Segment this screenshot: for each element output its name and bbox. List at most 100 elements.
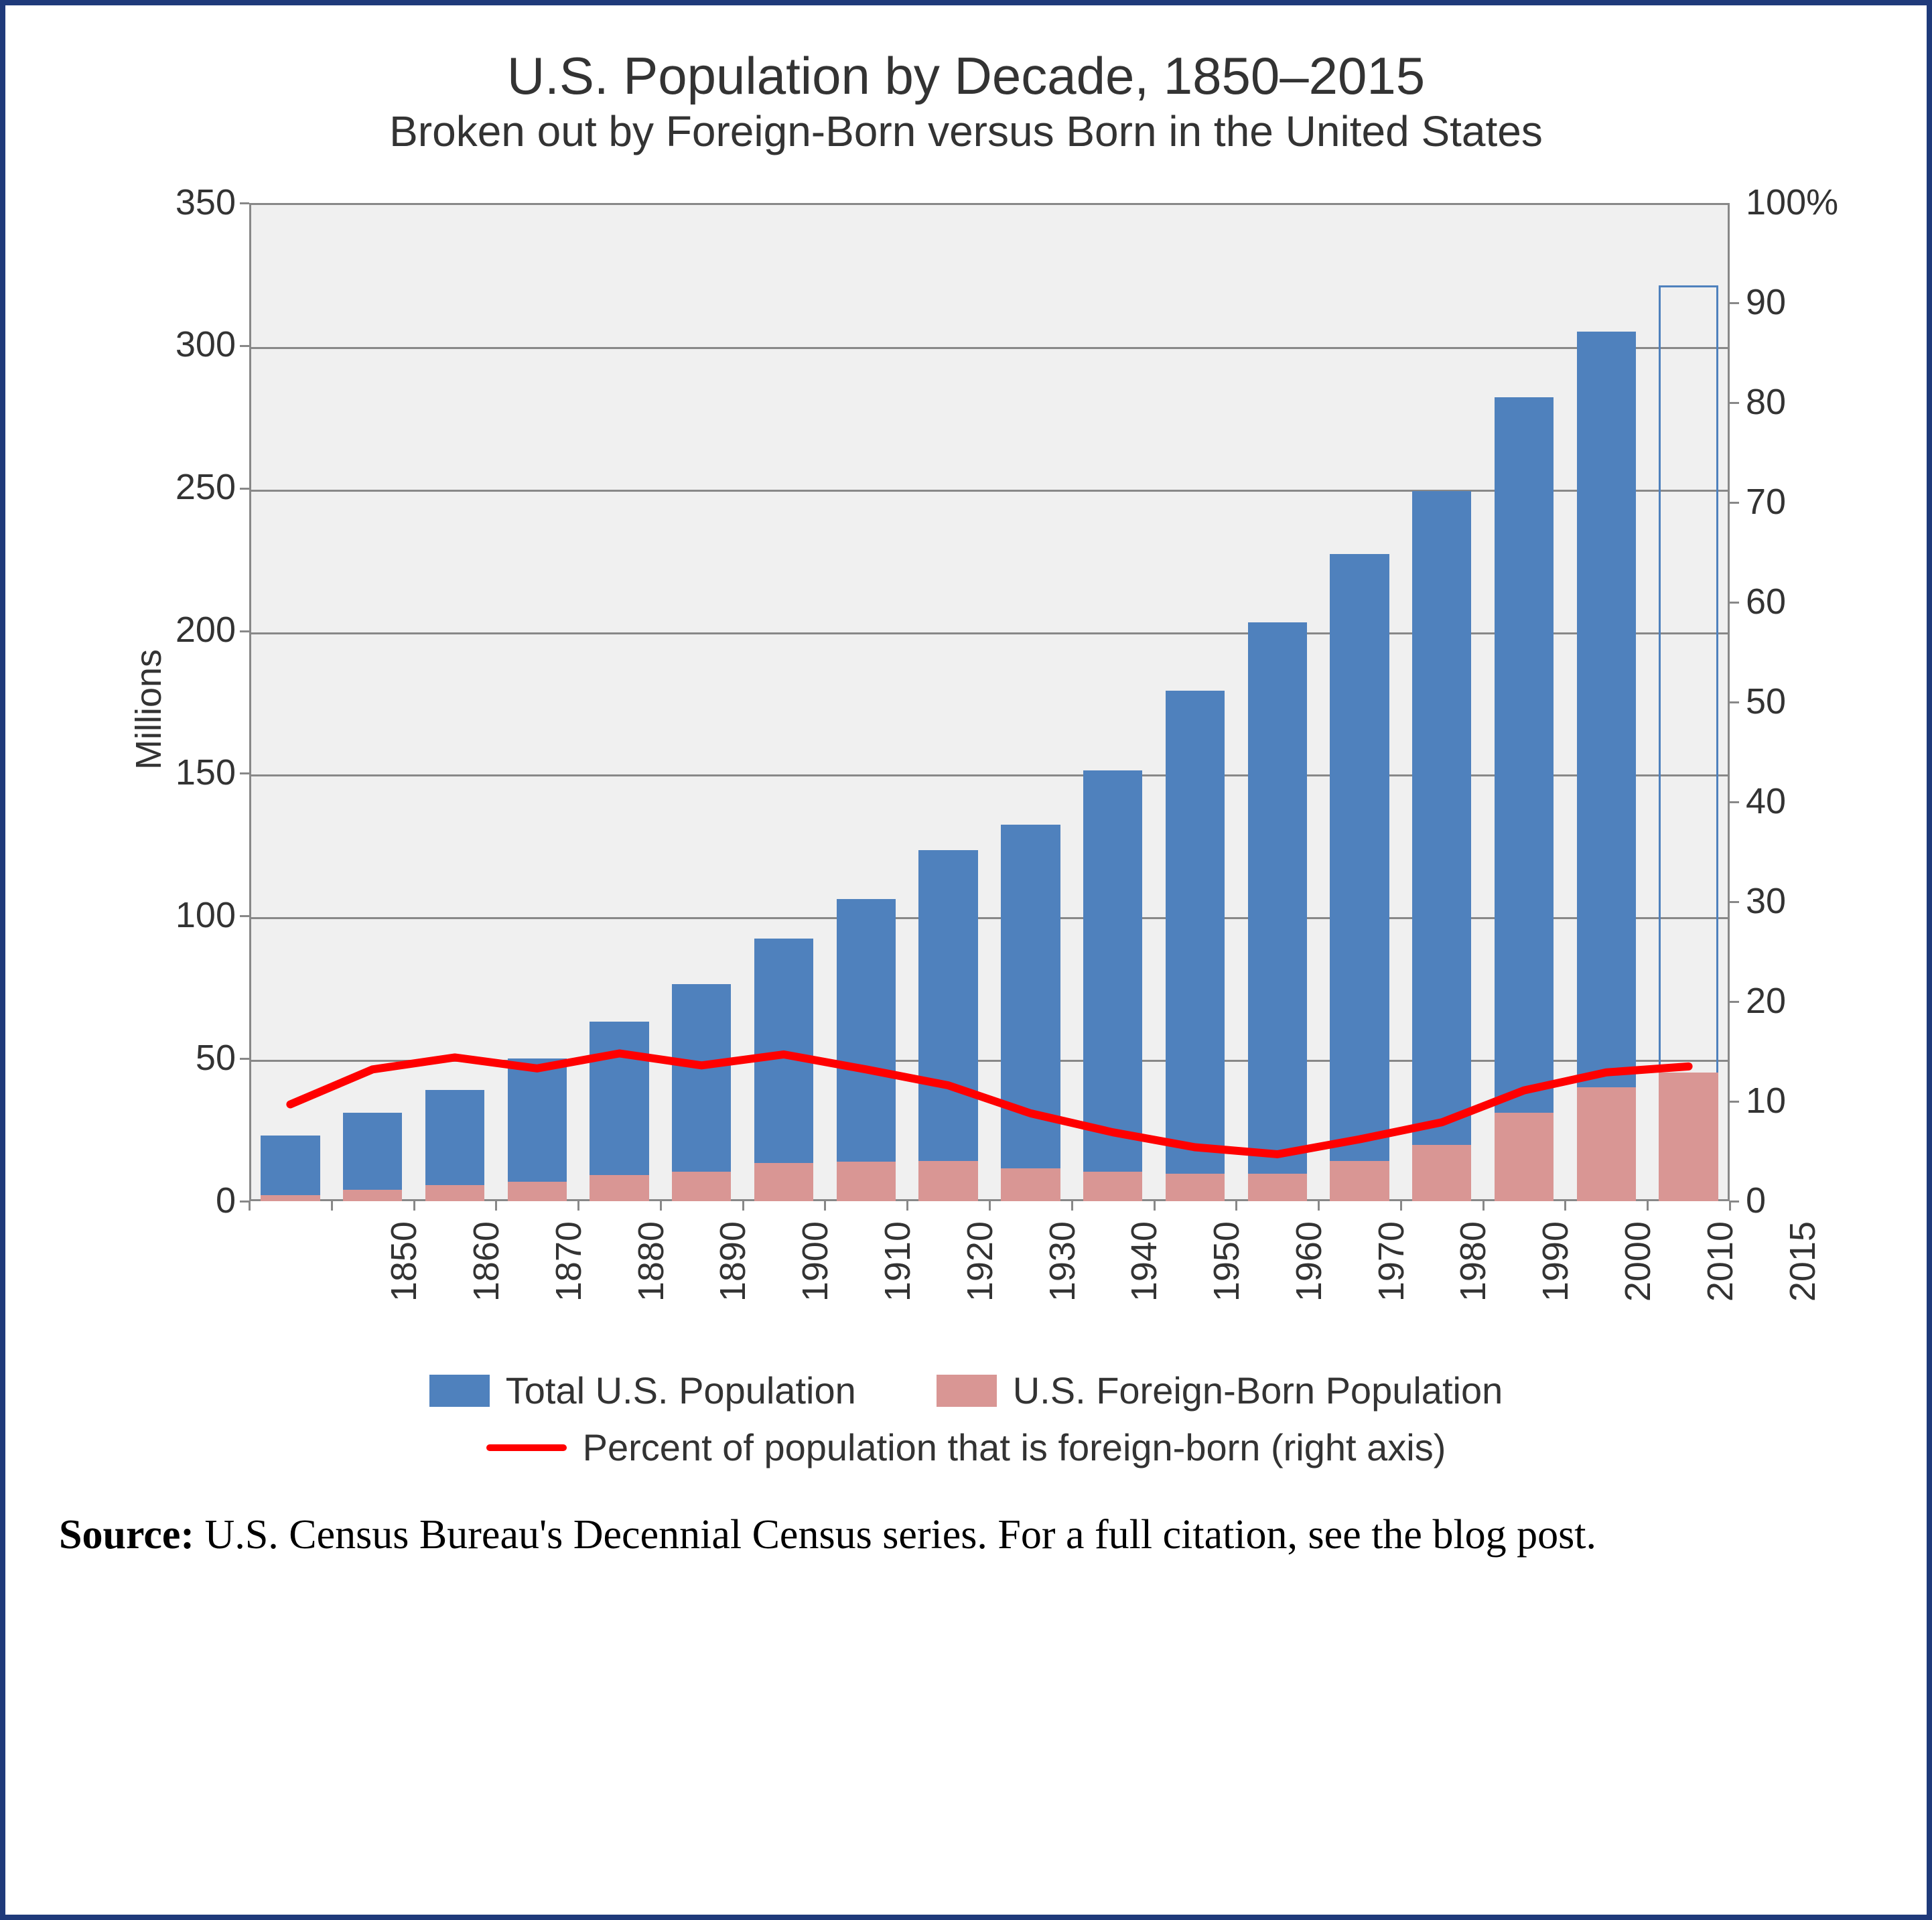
tick-mark bbox=[989, 1201, 991, 1211]
y-tick-left: 200 bbox=[135, 609, 236, 650]
legend-swatch-total bbox=[429, 1375, 490, 1407]
legend-swatch-foreign bbox=[937, 1375, 997, 1407]
bar-total bbox=[1001, 825, 1060, 1201]
legend-label-line: Percent of population that is foreign-bo… bbox=[583, 1426, 1446, 1469]
bar-foreign-born bbox=[918, 1161, 977, 1201]
tick-mark bbox=[1730, 502, 1739, 504]
legend-row-1: Total U.S. Population U.S. Foreign-Born … bbox=[59, 1369, 1873, 1412]
bar-total bbox=[672, 984, 731, 1201]
tick-mark bbox=[413, 1201, 415, 1211]
bar-foreign-born bbox=[754, 1163, 813, 1201]
bar-total bbox=[1577, 332, 1636, 1201]
y-axis-line bbox=[249, 205, 251, 1201]
tick-mark bbox=[1729, 1201, 1731, 1211]
bar-foreign-born bbox=[508, 1182, 567, 1201]
x-tick-label: 2000 bbox=[1617, 1221, 1659, 1302]
x-tick-label: 1870 bbox=[548, 1221, 590, 1302]
y-tick-right: 0 bbox=[1746, 1180, 1766, 1221]
bar-foreign-born bbox=[1495, 1113, 1554, 1201]
bar-total bbox=[1659, 285, 1718, 1201]
tick-mark bbox=[1730, 1201, 1739, 1203]
bar-foreign-born bbox=[1412, 1145, 1471, 1201]
bar-foreign-born bbox=[1330, 1161, 1389, 1201]
tick-mark bbox=[1730, 402, 1739, 404]
bar-foreign-born bbox=[1001, 1168, 1060, 1201]
bar-total bbox=[837, 899, 896, 1201]
chart-subtitle: Broken out by Foreign-Born versus Born i… bbox=[59, 107, 1873, 156]
x-tick-label: 1980 bbox=[1453, 1221, 1495, 1302]
x-tick-label: 1990 bbox=[1535, 1221, 1576, 1302]
y-tick-right: 50 bbox=[1746, 681, 1786, 722]
bar-total bbox=[1166, 691, 1225, 1201]
bar-total bbox=[1495, 397, 1554, 1202]
bar-total bbox=[425, 1090, 484, 1201]
y-tick-left: 250 bbox=[135, 466, 236, 508]
tick-mark bbox=[240, 772, 249, 774]
tick-mark bbox=[1730, 801, 1739, 803]
x-tick-label: 1930 bbox=[1042, 1221, 1083, 1302]
tick-mark bbox=[240, 1058, 249, 1060]
gridline bbox=[249, 347, 1728, 349]
chart-title: U.S. Population by Decade, 1850–2015 bbox=[59, 46, 1873, 107]
bar-total bbox=[1412, 491, 1471, 1201]
y-tick-right: 40 bbox=[1746, 780, 1786, 822]
bar-foreign-born bbox=[837, 1162, 896, 1201]
tick-mark bbox=[1235, 1201, 1237, 1211]
bar-total bbox=[1248, 622, 1307, 1201]
tick-mark bbox=[1730, 602, 1739, 604]
tick-mark bbox=[240, 630, 249, 632]
y-tick-right: 10 bbox=[1746, 1080, 1786, 1121]
y-tick-left: 150 bbox=[135, 752, 236, 793]
x-tick-label: 1950 bbox=[1206, 1221, 1247, 1302]
bar-foreign-born bbox=[1659, 1073, 1718, 1201]
tick-mark bbox=[495, 1201, 497, 1211]
tick-mark bbox=[1154, 1201, 1156, 1211]
y-tick-left: 0 bbox=[135, 1180, 236, 1221]
x-tick-label: 1910 bbox=[877, 1221, 918, 1302]
bar-foreign-born bbox=[343, 1190, 402, 1201]
y-tick-right: 90 bbox=[1746, 281, 1786, 323]
tick-mark bbox=[240, 202, 249, 204]
legend-row-2: Percent of population that is foreign-bo… bbox=[59, 1426, 1873, 1469]
y-tick-right: 30 bbox=[1746, 880, 1786, 922]
x-tick-label: 1860 bbox=[466, 1221, 507, 1302]
tick-mark bbox=[249, 1201, 251, 1211]
tick-mark bbox=[1730, 901, 1739, 903]
bar-foreign-born bbox=[1248, 1174, 1307, 1201]
bar-total bbox=[343, 1113, 402, 1201]
x-tick-label: 1850 bbox=[383, 1221, 425, 1302]
x-tick-label: 1890 bbox=[713, 1221, 754, 1302]
tick-mark bbox=[1730, 1001, 1739, 1003]
bar-foreign-born bbox=[672, 1172, 731, 1201]
tick-mark bbox=[1730, 1101, 1739, 1103]
tick-mark bbox=[1647, 1201, 1649, 1211]
tick-mark bbox=[240, 345, 249, 347]
bar-total bbox=[508, 1058, 567, 1201]
source-label: Source: bbox=[59, 1512, 194, 1558]
bar-total bbox=[1330, 554, 1389, 1201]
legend-item-line: Percent of population that is foreign-bo… bbox=[486, 1426, 1446, 1469]
y-tick-right: 60 bbox=[1746, 581, 1786, 622]
tick-mark bbox=[331, 1201, 333, 1211]
x-tick-label: 1920 bbox=[959, 1221, 1001, 1302]
legend-item-total: Total U.S. Population bbox=[429, 1369, 856, 1412]
tick-mark bbox=[240, 1201, 249, 1203]
legend-line-swatch bbox=[486, 1444, 567, 1451]
bar-total bbox=[918, 850, 977, 1201]
legend-label-total: Total U.S. Population bbox=[506, 1369, 856, 1412]
x-tick-label: 1880 bbox=[630, 1221, 672, 1302]
tick-mark bbox=[240, 915, 249, 917]
source-citation: Source: U.S. Census Bureau's Decennial C… bbox=[59, 1509, 1873, 1562]
y-tick-left: 350 bbox=[135, 182, 236, 223]
bar-total bbox=[1083, 770, 1142, 1201]
bar-foreign-born bbox=[1083, 1172, 1142, 1201]
source-text: U.S. Census Bureau's Decennial Census se… bbox=[205, 1512, 1596, 1558]
chart-area: Millions 0501001502002503003500102030405… bbox=[62, 176, 1870, 1349]
tick-mark bbox=[742, 1201, 744, 1211]
tick-mark bbox=[1482, 1201, 1485, 1211]
plot-area bbox=[249, 203, 1730, 1201]
x-tick-label: 2010 bbox=[1700, 1221, 1741, 1302]
tick-mark bbox=[824, 1201, 826, 1211]
tick-mark bbox=[1400, 1201, 1402, 1211]
y-tick-right: 20 bbox=[1746, 980, 1786, 1022]
